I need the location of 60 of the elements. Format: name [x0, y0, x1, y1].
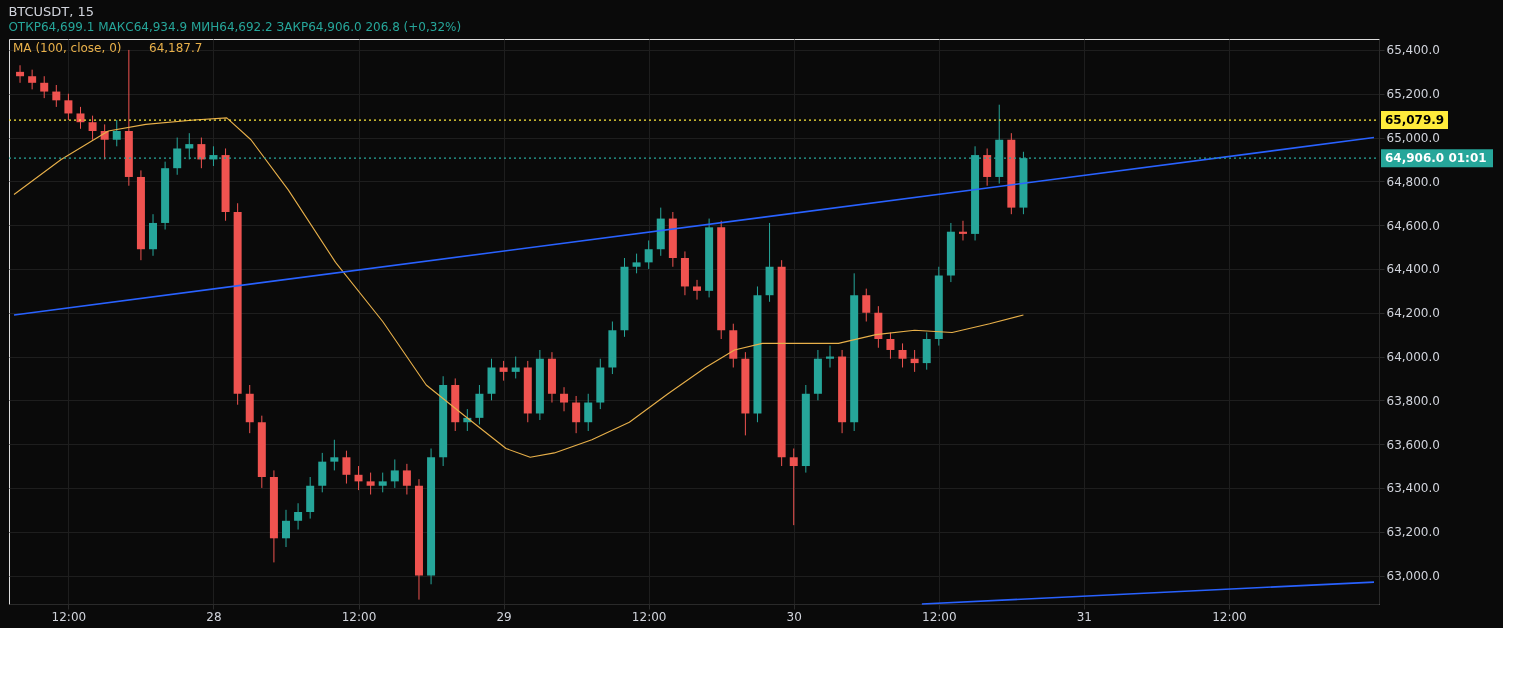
chart-title: BTCUSDT, 15 — [8, 4, 95, 19]
chart-subtitle: ОТКР64,699.1 МАКС64,934.9 МИН64,692.2 ЗАКР64,906.0 206.8 (+0,32%) — [8, 20, 462, 34]
x-tick-label: 12:00 — [631, 609, 667, 624]
x-tick-label: 31 — [1076, 609, 1093, 624]
candlestick — [40, 75, 49, 99]
candlestick — [112, 119, 121, 147]
y-tick-label: 63,600.0 — [1386, 437, 1440, 452]
ref-line-label: 65,079.9 — [1385, 113, 1445, 128]
candlestick — [390, 458, 399, 489]
candlestick — [354, 465, 363, 491]
candlestick — [330, 439, 339, 471]
candlestick — [88, 115, 97, 141]
y-tick-label: 65,200.0 — [1386, 87, 1440, 102]
candlestick — [282, 509, 290, 548]
candlestick — [197, 137, 206, 169]
candlestick — [789, 448, 798, 526]
candlestick — [886, 331, 895, 360]
candlestick — [560, 386, 569, 412]
candlestick — [52, 84, 61, 108]
text: MA (100, close, 0) — [13, 41, 122, 55]
candlestick — [342, 450, 351, 485]
x-tick-label: 29 — [496, 609, 512, 624]
y-tick-label: 63,000.0 — [1386, 569, 1440, 584]
y-tick-label: 63,800.0 — [1386, 393, 1440, 408]
candlestick — [499, 360, 508, 382]
y-tick-label: 65,400.0 — [1386, 43, 1440, 58]
y-tick-label: 63,200.0 — [1386, 525, 1440, 540]
y-tick-label: 65,000.0 — [1386, 131, 1440, 146]
candlestick — [511, 356, 520, 379]
candlestick — [76, 106, 85, 130]
candlestick — [862, 288, 871, 322]
x-tick-label: 12:00 — [922, 609, 957, 624]
x-tick-label: 12:00 — [51, 609, 87, 624]
candlestick — [983, 148, 992, 187]
candlestick — [898, 342, 907, 368]
ref-line-label: 64,906.0 01:01 — [1385, 151, 1487, 166]
y-tick-label: 64,600.0 — [1386, 218, 1440, 233]
y-tick-label: 64,800.0 — [1386, 174, 1440, 189]
candlestick — [693, 279, 702, 301]
candlestick — [584, 393, 593, 432]
candlestick — [294, 502, 303, 531]
x-tick-label: 28 — [206, 609, 222, 624]
candlestick — [378, 472, 387, 493]
y-tick-label: 63,400.0 — [1386, 481, 1440, 496]
x-tick-label: 30 — [786, 609, 802, 624]
candlestick — [28, 69, 37, 90]
candlestick — [644, 239, 653, 270]
y-tick-label: 64,400.0 — [1386, 262, 1440, 277]
candlestick — [572, 395, 581, 434]
candlestick — [16, 64, 25, 84]
y-tick-label: 64,000.0 — [1386, 350, 1440, 365]
candlestick — [366, 472, 375, 495]
candlestick — [402, 463, 411, 495]
annotation: 64,187.7 — [149, 41, 203, 55]
candlestick — [64, 93, 73, 121]
y-tick-label: 64,200.0 — [1386, 306, 1440, 321]
x-tick-label: 12:00 — [341, 609, 377, 624]
x-tick-label: 12:00 — [1212, 609, 1247, 624]
candlestick — [910, 349, 919, 373]
candlestick — [632, 253, 641, 274]
